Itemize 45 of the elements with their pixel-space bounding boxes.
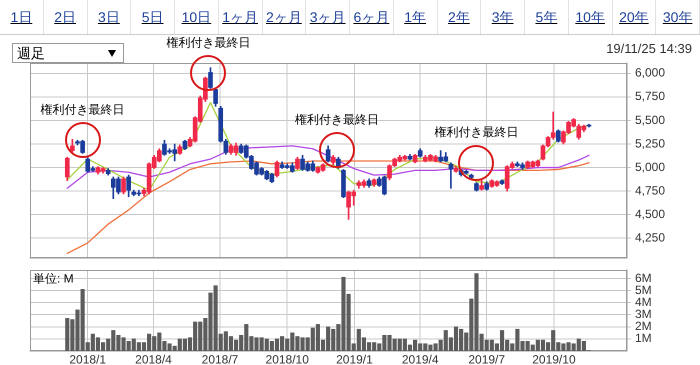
y-tick-label: 5,750 — [635, 89, 666, 104]
annotation: 権利付き最終日 — [166, 36, 250, 50]
annotation: 権利付き最終日 — [40, 102, 125, 117]
period-tab[interactable]: 5年 — [535, 9, 558, 25]
period-tab[interactable]: 30年 — [662, 9, 692, 25]
period-tab[interactable]: 2年 — [448, 9, 470, 25]
y-tick-label: 6,000 — [635, 66, 666, 80]
annotation: 権利付き最終日 — [294, 112, 379, 126]
period-tab[interactable]: 20年 — [619, 9, 649, 25]
x-tick-label: 2019/1 — [336, 352, 374, 365]
annotation: 単位: M — [33, 271, 74, 286]
x-tick-label: 2018/10 — [266, 352, 310, 365]
y-tick-label: 6M — [635, 270, 652, 285]
period-tab[interactable]: 5日 — [142, 9, 164, 25]
y-tick-label: 3M — [635, 307, 652, 322]
y-tick-label: 4,750 — [635, 183, 666, 198]
period-tab[interactable]: 10日 — [182, 9, 212, 25]
period-dropdown[interactable]: 週足 — [12, 43, 124, 63]
x-tick-label: 2019/10 — [532, 352, 576, 365]
period-tab[interactable]: 1ヶ月 — [222, 9, 258, 25]
period-tab[interactable]: 6ヶ月 — [353, 9, 390, 25]
y-tick-label: 5,250 — [635, 136, 666, 150]
text: 19/11/25 14:39 — [606, 41, 692, 56]
y-tick-label: 4M — [635, 294, 652, 309]
period-tab[interactable]: 3年 — [492, 9, 514, 25]
x-tick-label: 2019/4 — [402, 352, 439, 365]
y-tick-label: 5M — [635, 282, 652, 297]
period-tab[interactable]: 1日 — [10, 9, 32, 25]
y-tick-label: 5,000 — [635, 160, 666, 174]
period-tab[interactable]: 2日 — [54, 9, 76, 25]
x-tick-label: 2018/7 — [202, 352, 239, 365]
y-tick-label: 4,500 — [635, 206, 666, 221]
period-tab[interactable]: 2ヶ月 — [266, 9, 302, 25]
x-tick-label: 2018/4 — [135, 352, 172, 365]
y-tick-label: 2M — [635, 319, 652, 334]
x-tick-label: 2019/7 — [468, 352, 506, 365]
y-tick-label: 5,500 — [635, 112, 666, 127]
y-tick-label: 4,250 — [635, 230, 666, 245]
period-tab[interactable]: 3ヶ月 — [310, 9, 346, 25]
period-tab[interactable]: 3日 — [98, 9, 120, 25]
period-tab[interactable]: 1年 — [404, 9, 426, 25]
annotation: 権利付き最終日 — [434, 125, 518, 140]
y-tick-label: 1M — [635, 331, 652, 346]
x-tick-label: 2018/1 — [69, 352, 106, 365]
period-tab[interactable]: 10年 — [575, 9, 605, 25]
